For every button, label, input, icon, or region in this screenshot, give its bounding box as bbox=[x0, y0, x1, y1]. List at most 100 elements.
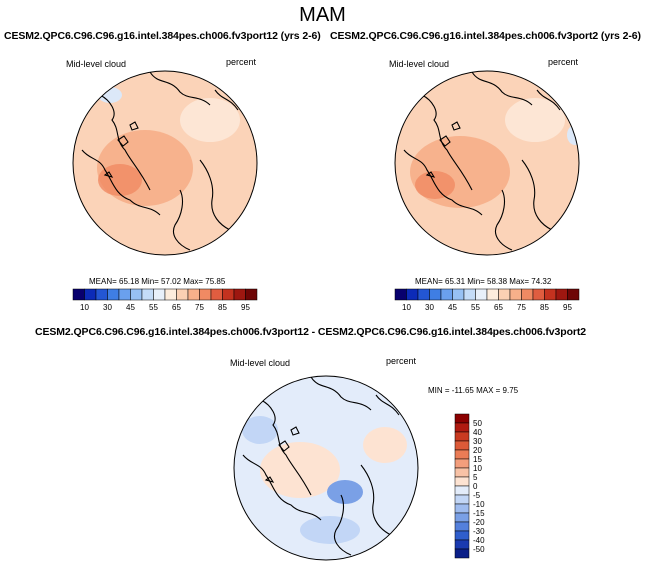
colorbar-swatch bbox=[454, 467, 470, 478]
colorbar-tick-label: 75 bbox=[195, 303, 204, 312]
map-3-negative-region-south bbox=[300, 516, 360, 544]
panel-2-stats: MEAN= 65.31 Min= 58.38 Max= 74.32 bbox=[415, 277, 552, 286]
colorbar-tick-label: 10 bbox=[80, 303, 89, 312]
colorbar-swatch bbox=[567, 288, 580, 301]
colorbar-tick-label: 0 bbox=[473, 482, 478, 491]
colorbar-swatch bbox=[84, 288, 97, 301]
colorbar-swatch bbox=[72, 288, 85, 301]
map-2-border bbox=[394, 70, 580, 256]
colorbar-2: 10 30 45 55 65 75 85 95 bbox=[394, 288, 580, 312]
colorbar-tick-label: 65 bbox=[494, 303, 503, 312]
colorbar-swatch bbox=[118, 288, 131, 301]
main-title: MAM bbox=[299, 4, 346, 26]
colorbar-swatch bbox=[454, 449, 470, 460]
colorbar-swatch bbox=[406, 288, 419, 301]
colorbar-swatch bbox=[498, 288, 511, 301]
colorbar-tick-label: -30 bbox=[473, 527, 485, 536]
colorbar-swatch bbox=[555, 288, 568, 301]
map-2-low-cloud-region bbox=[505, 98, 565, 142]
colorbar-swatch bbox=[187, 288, 200, 301]
colorbar-swatch bbox=[210, 288, 223, 301]
colorbar-tick-label: 5 bbox=[473, 473, 478, 482]
colorbar-tick-label: 55 bbox=[149, 303, 158, 312]
colorbar-swatch bbox=[153, 288, 166, 301]
colorbar-swatch bbox=[141, 288, 154, 301]
colorbar-swatch bbox=[199, 288, 212, 301]
panel-3-units-label: percent bbox=[386, 356, 417, 366]
colorbar-swatch bbox=[454, 548, 470, 559]
colorbar-swatch bbox=[454, 485, 470, 496]
map-3-coastlines bbox=[242, 376, 400, 556]
map-3-positive-region-east bbox=[363, 427, 407, 463]
colorbar-tick-label: 15 bbox=[473, 455, 482, 464]
colorbar-tick-label: -20 bbox=[473, 518, 485, 527]
colorbar-swatch bbox=[521, 288, 534, 301]
colorbar-tick-label: -10 bbox=[473, 500, 485, 509]
map-panel-2 bbox=[394, 70, 580, 256]
colorbar-tick-label: 30 bbox=[103, 303, 112, 312]
colorbar-tick-label: -15 bbox=[473, 509, 485, 518]
colorbar-tick-label: 10 bbox=[402, 303, 411, 312]
colorbar-tick-label: 20 bbox=[473, 446, 482, 455]
colorbar-tick-label: 95 bbox=[563, 303, 572, 312]
panel-3-variable-label: Mid-level cloud bbox=[230, 358, 291, 368]
colorbar-swatch bbox=[454, 503, 470, 514]
colorbar-swatch bbox=[454, 440, 470, 451]
colorbar-tick-label: 40 bbox=[473, 428, 482, 437]
colorbar-tick-label: 75 bbox=[517, 303, 526, 312]
map-1-low-cloud-region bbox=[180, 98, 240, 142]
colorbar-tick-label: 85 bbox=[218, 303, 227, 312]
colorbar-swatch bbox=[454, 422, 470, 433]
colorbar-tick-label: -5 bbox=[473, 491, 481, 500]
colorbar-swatch bbox=[544, 288, 557, 301]
panel-2-title: CESM2.QPC6.C96.C96.g16.intel.384pes.ch00… bbox=[330, 30, 641, 42]
colorbar-swatch bbox=[454, 413, 470, 424]
colorbar-tick-label: 45 bbox=[448, 303, 457, 312]
colorbar-swatch bbox=[222, 288, 235, 301]
colorbar-swatch bbox=[454, 431, 470, 442]
colorbar-tick-label: 10 bbox=[473, 464, 482, 473]
map-3-negative-region-west bbox=[242, 416, 278, 444]
colorbar-tick-label: 30 bbox=[473, 437, 482, 446]
colorbar-tick-label: 55 bbox=[471, 303, 480, 312]
colorbar-swatch bbox=[440, 288, 453, 301]
map-panel-3 bbox=[233, 375, 419, 561]
colorbar-swatch bbox=[509, 288, 522, 301]
colorbar-swatch bbox=[417, 288, 430, 301]
map-3-positive-region bbox=[260, 442, 340, 498]
colorbar-swatch bbox=[454, 521, 470, 532]
panel-2-units-label: percent bbox=[548, 57, 579, 67]
colorbar-swatch bbox=[429, 288, 442, 301]
colorbar-swatch bbox=[454, 476, 470, 487]
panel-2-variable-label: Mid-level cloud bbox=[389, 59, 450, 69]
colorbar-swatch bbox=[486, 288, 499, 301]
colorbar-tick-label: 65 bbox=[172, 303, 181, 312]
panel-1-variable-label: Mid-level cloud bbox=[66, 59, 127, 69]
map-panel-1 bbox=[72, 70, 258, 256]
colorbar-swatch bbox=[95, 288, 108, 301]
colorbar-tick-label: 45 bbox=[126, 303, 135, 312]
colorbar-swatch bbox=[454, 458, 470, 469]
colorbar-swatch bbox=[394, 288, 407, 301]
colorbar-swatch bbox=[233, 288, 246, 301]
panel-1-title: CESM2.QPC6.C96.C96.g16.intel.384pes.ch00… bbox=[4, 30, 321, 42]
colorbar-swatch bbox=[107, 288, 120, 301]
colorbar-1: 10 30 45 55 65 75 85 95 bbox=[72, 288, 258, 312]
colorbar-swatch bbox=[454, 539, 470, 550]
map-1-coastlines bbox=[81, 71, 239, 251]
colorbar-swatch bbox=[532, 288, 545, 301]
panel-1-units-label: percent bbox=[226, 57, 257, 67]
colorbar-tick-label: 30 bbox=[425, 303, 434, 312]
colorbar-swatch bbox=[454, 494, 470, 505]
colorbar-tick-label: 50 bbox=[473, 419, 482, 428]
colorbar-tick-label: 95 bbox=[241, 303, 250, 312]
colorbar-swatch bbox=[463, 288, 476, 301]
colorbar-swatch bbox=[164, 288, 177, 301]
map-3-negative-min-region bbox=[327, 480, 363, 504]
colorbar-swatch bbox=[452, 288, 465, 301]
map-1-border bbox=[72, 70, 258, 256]
panel-1-stats: MEAN= 65.18 Min= 57.02 Max= 75.85 bbox=[89, 277, 226, 286]
colorbar-swatch bbox=[245, 288, 258, 301]
